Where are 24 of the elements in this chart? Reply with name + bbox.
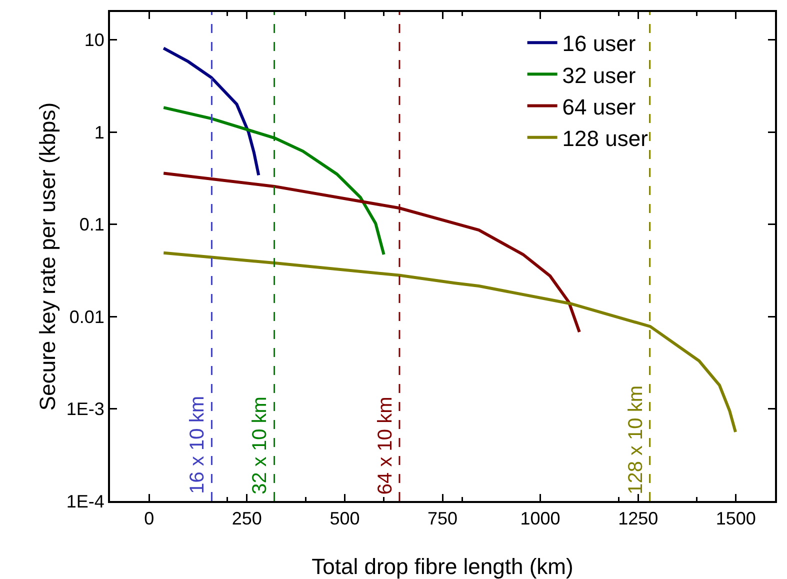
legend-label: 64 user — [562, 94, 636, 120]
x-tick-label: 0 — [144, 508, 154, 529]
x-axis-title: Total drop fibre length (km) — [312, 554, 574, 579]
ref-line-label: 128 x 10 km — [625, 385, 648, 494]
legend-label: 32 user — [562, 62, 636, 88]
y-tick-label: 10 — [84, 30, 104, 50]
y-axis-title: Secure key rate per user (kbps) — [35, 102, 60, 411]
y-tick-label: 0.1 — [79, 214, 104, 235]
x-tick-label: 1500 — [716, 508, 756, 529]
x-tick-label: 1000 — [520, 508, 560, 529]
ref-line-label: 16 x 10 km — [186, 396, 209, 494]
y-tick-label: 0.01 — [69, 306, 104, 327]
x-tick-label: 500 — [330, 508, 360, 529]
ref-line-label: 64 x 10 km — [374, 396, 396, 495]
x-tick-label: 750 — [427, 508, 458, 529]
legend-label: 128 user — [562, 126, 648, 151]
line-series — [162, 46, 260, 177]
ref-line-label: 32 x 10 km — [249, 396, 272, 494]
y-tick-label: 1E-3 — [66, 399, 104, 420]
x-tick-label: 1250 — [618, 508, 658, 529]
y-tick-label: 1E-4 — [66, 491, 104, 512]
legend-label: 16 user — [562, 31, 636, 56]
x-tick-label: 250 — [232, 508, 262, 529]
y-tick-label: 1 — [94, 122, 104, 142]
